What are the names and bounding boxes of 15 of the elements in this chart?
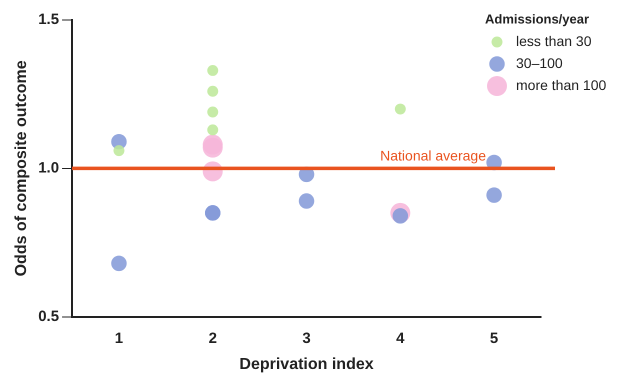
legend-label: more than 100: [516, 76, 606, 93]
legend-label: 30–100: [516, 54, 563, 71]
y-axis-title: Odds of composite outcome: [13, 60, 30, 276]
x-tick-label: 4: [396, 330, 406, 347]
x-tick-label: 2: [208, 330, 217, 347]
legend-title: Admissions/year: [485, 12, 590, 27]
ref-line-label: National average: [380, 147, 486, 164]
x-tick-label: 1: [114, 330, 124, 347]
x-axis-title: Deprivation index: [239, 356, 374, 373]
y-tick-label: 1.5: [38, 11, 60, 28]
y-tick-label: 0.5: [38, 308, 60, 325]
x-tick-label: 3: [302, 330, 311, 347]
x-tick-label: 5: [490, 330, 498, 347]
y-tick-label: 1.0: [38, 160, 60, 177]
legend-label: less than 30: [516, 32, 592, 49]
